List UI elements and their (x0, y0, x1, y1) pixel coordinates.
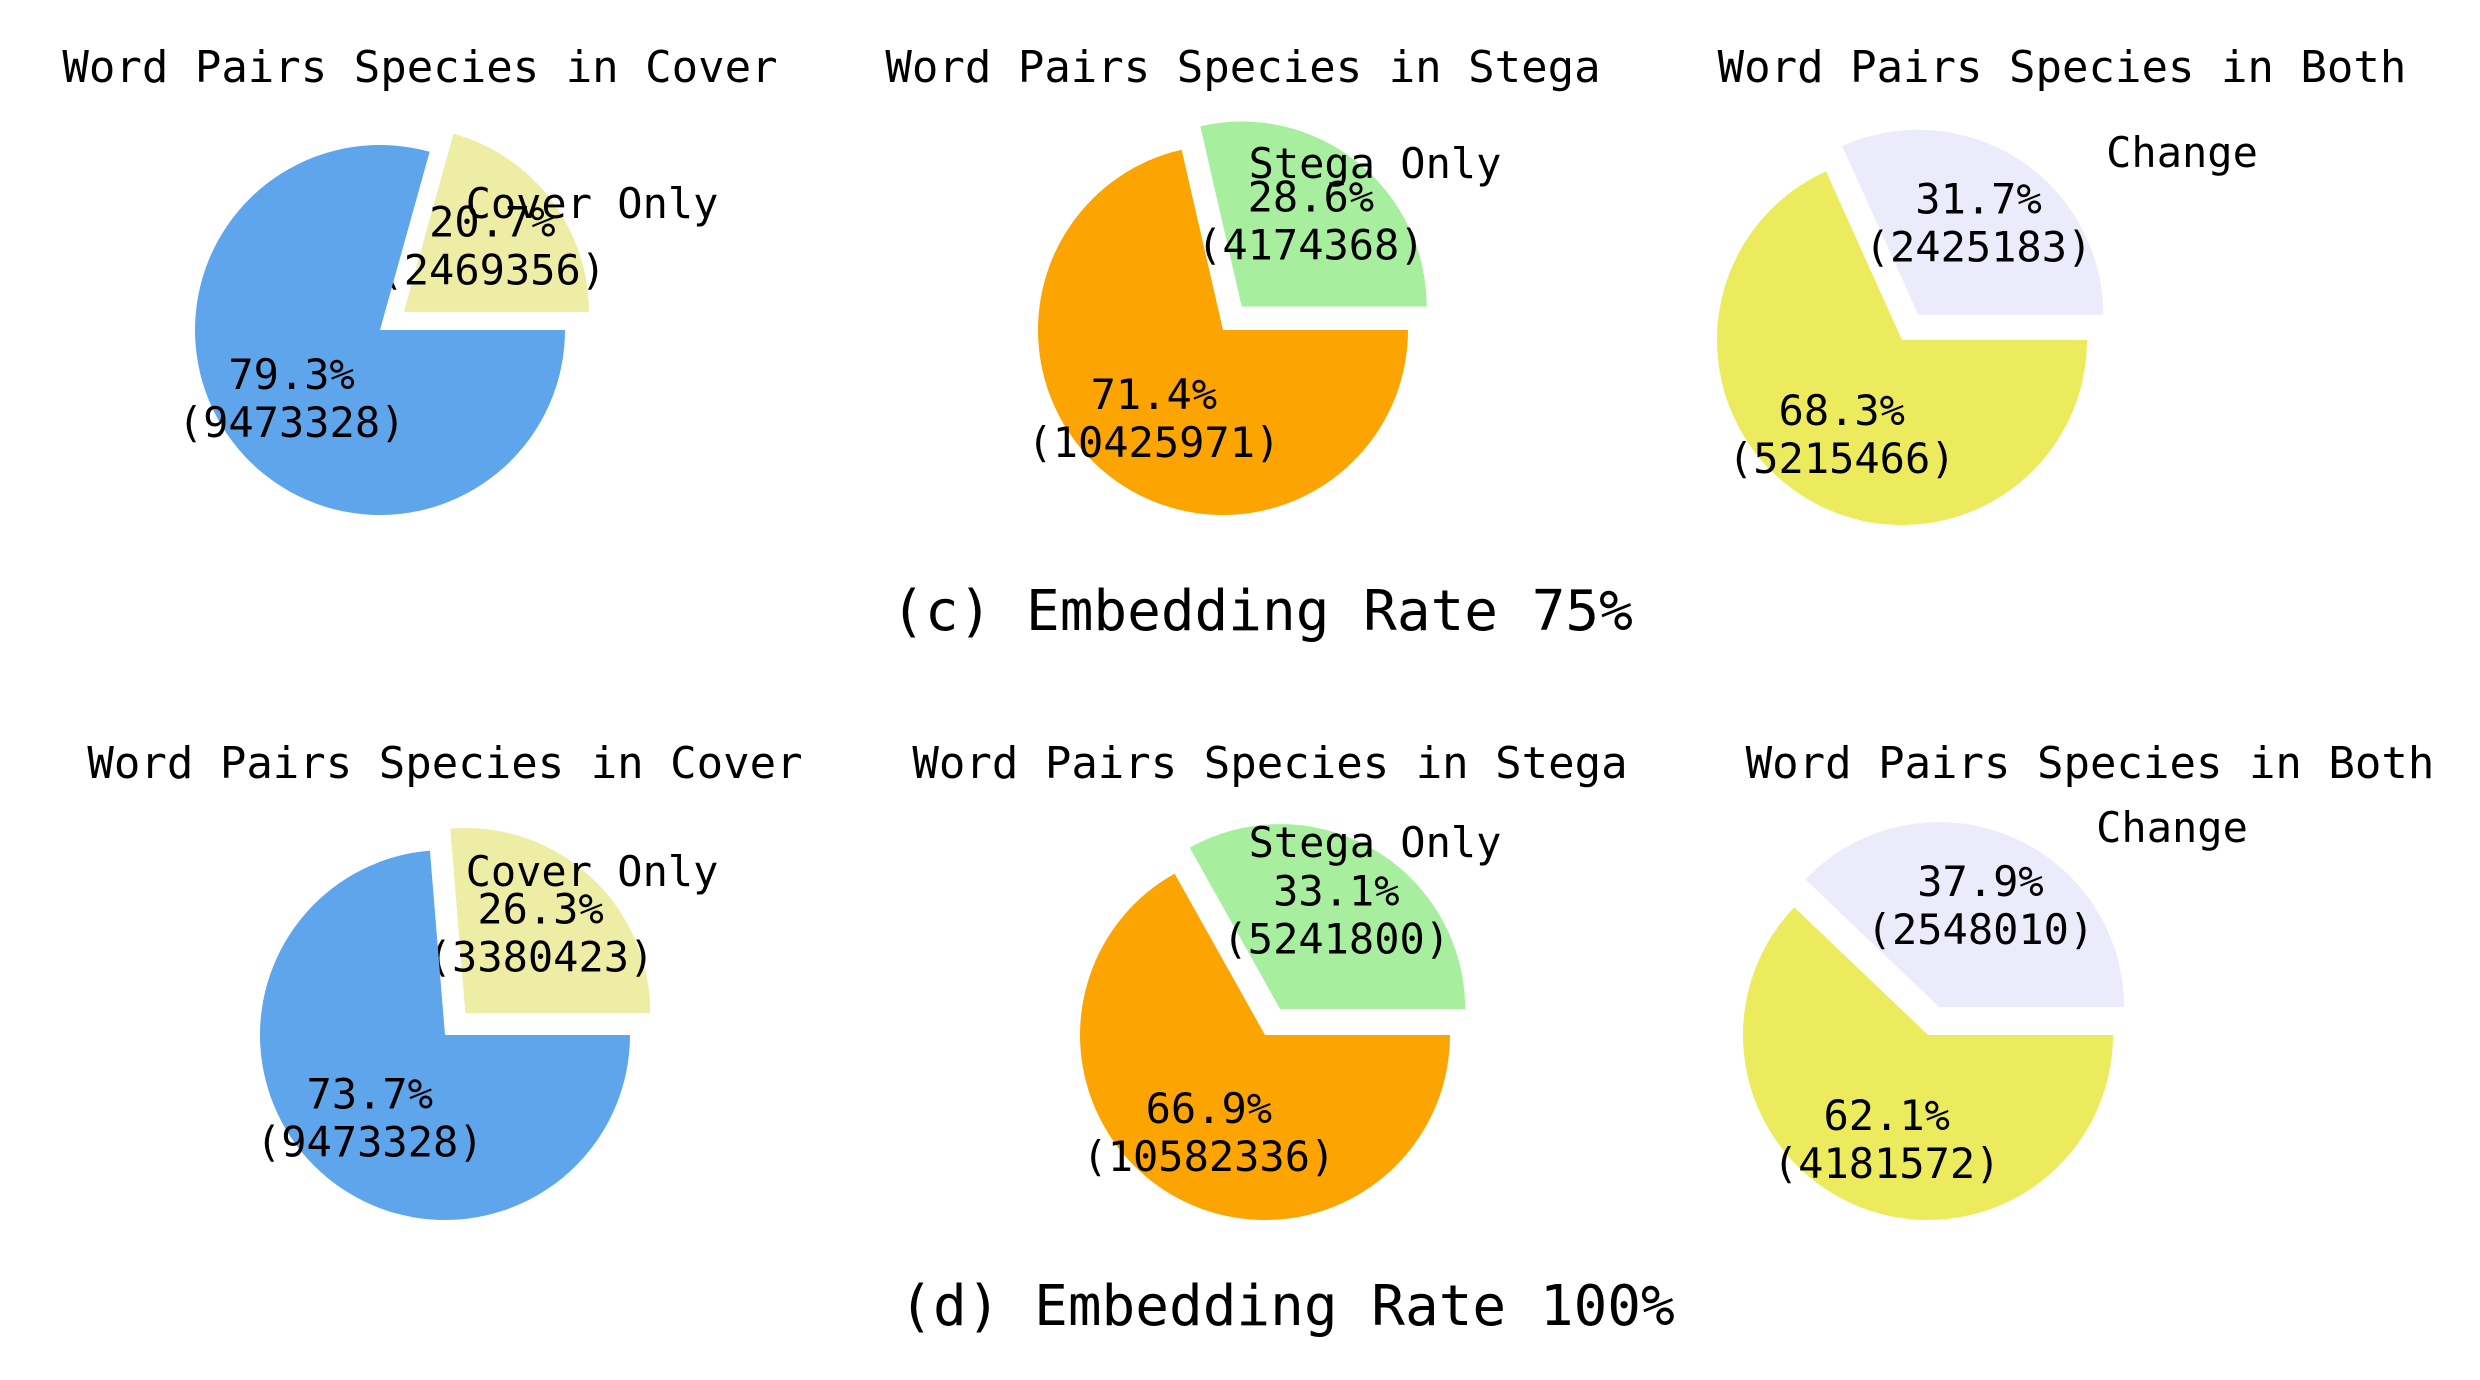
slice-percent-label: 68.3% (1779, 386, 1905, 435)
slice-count-label: (9473328) (178, 398, 406, 447)
slice-count-label: (9473328) (256, 1118, 484, 1167)
slice-percent-label: 79.3% (228, 350, 354, 399)
slice-count-label: (3380423) (427, 932, 655, 981)
slice-count-label: (4181572) (1773, 1139, 2001, 1188)
slice-percent-label: 20.7% (429, 198, 555, 247)
pie-title: Word Pairs Species in Stega (885, 42, 1600, 93)
slice-percent-label: 37.9% (1917, 857, 2043, 906)
caption-c: (c) Embedding Rate 75% (891, 579, 1633, 644)
pie-chart-1: Word Pairs Species in Cover 20.7%(2469356… (62, 42, 778, 516)
pie-chart-6: Word Pairs Species in Both 37.9%(2548010)… (1742, 738, 2435, 1220)
pie-slice-minor (1805, 822, 2125, 1008)
slice-count-label: (2469356) (378, 246, 606, 295)
slice-percent-label: 33.1% (1273, 866, 1399, 915)
slice-percent-label: 73.7% (307, 1070, 433, 1119)
slice-category-label: Stega Only (1249, 818, 1502, 867)
caption-d: (d) Embedding Rate 100% (899, 1274, 1674, 1339)
slice-percent-label: 62.1% (1823, 1091, 1949, 1140)
pie-chart-5: Word Pairs Species in Stega 33.1%(5241800… (912, 738, 1628, 1220)
slice-category-label: Change (2106, 128, 2258, 177)
pie-title: Word Pairs Species in Both (1746, 738, 2435, 789)
pie-slice-major (1742, 907, 2113, 1220)
pie-slice-minor (1200, 121, 1427, 307)
slice-percent-label: 28.6% (1248, 173, 1374, 222)
slice-category-label: Stega Only (1249, 139, 1502, 188)
slice-percent-label: 26.3% (477, 884, 603, 933)
slice-category-label: Cover Only (466, 179, 719, 228)
slice-count-label: (2425183) (1865, 223, 2093, 272)
pie-chart-4: Word Pairs Species in Cover 26.3%(3380423… (87, 738, 803, 1220)
pie-chart-3: Word Pairs Species in Both 31.7%(2425183)… (1716, 42, 2407, 525)
pie-title: Word Pairs Species in Cover (87, 738, 802, 789)
pie-title: Word Pairs Species in Stega (912, 738, 1627, 789)
slice-percent-label: 71.4% (1091, 370, 1217, 419)
pie-slice-major (194, 145, 565, 516)
pie-slice-minor (1189, 824, 1466, 1010)
slice-count-label: (5241800) (1223, 914, 1451, 963)
slice-count-label: (5215466) (1728, 434, 1956, 483)
pie-slice-major (1080, 873, 1450, 1220)
slice-percent-label: 31.7% (1915, 175, 2041, 224)
pie-slice-major (260, 850, 630, 1220)
slice-count-label: (4174368) (1197, 221, 1425, 270)
pie-chart-2: Word Pairs Species in Stega 28.6%(4174368… (885, 42, 1601, 516)
slice-count-label: (10425971) (1027, 418, 1280, 467)
pie-title: Word Pairs Species in Cover (62, 42, 777, 93)
pie-slice-major (1038, 149, 1408, 516)
pie-slice-minor (1842, 129, 2104, 315)
slice-count-label: (2548010) (1867, 905, 2095, 954)
slice-percent-label: 66.9% (1146, 1084, 1272, 1133)
pie-slice-major (1716, 171, 2087, 525)
slice-category-label: Change (2096, 803, 2248, 852)
slice-count-label: (10582336) (1082, 1132, 1335, 1181)
slice-category-label: Cover Only (466, 847, 719, 896)
pie-slice-minor (450, 827, 651, 1013)
pie-title: Word Pairs Species in Both (1718, 42, 2407, 93)
pie-slice-minor (403, 133, 589, 312)
